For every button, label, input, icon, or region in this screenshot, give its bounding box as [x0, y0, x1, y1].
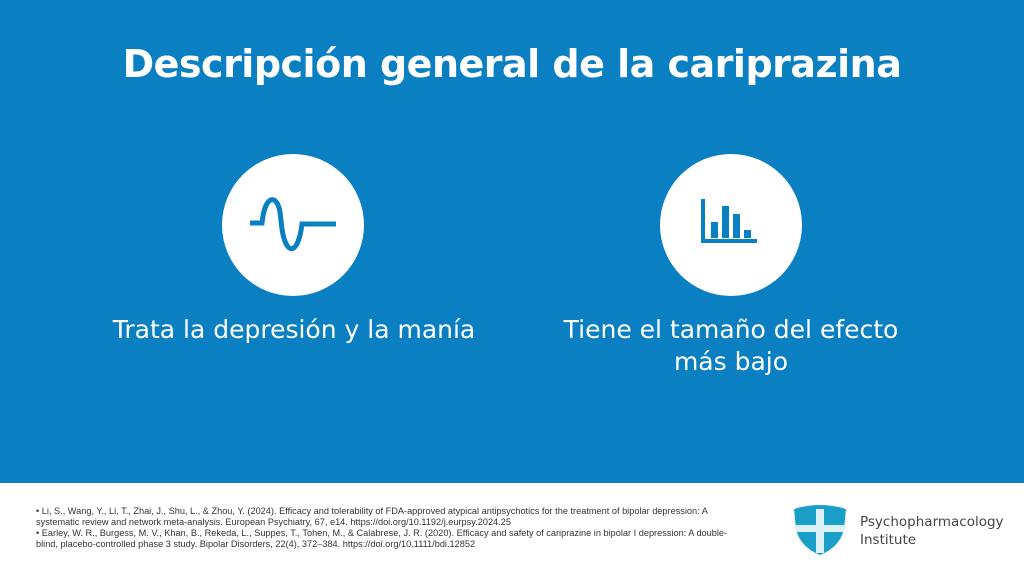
item-label: Tiene el tamaño del efecto más bajo: [563, 315, 899, 376]
logo-text: Psychopharmacology: [860, 514, 1004, 530]
icon-circle: [660, 154, 802, 296]
references: • Li, S., Wang, Y., Li, T., Zhai, J., Sh…: [36, 506, 736, 550]
wave-icon: [250, 197, 336, 252]
banner: Descripción general de la cariprazina Tr…: [0, 0, 1024, 483]
reference: • Earley, W. R., Burgess, M. V., Khan, B…: [36, 528, 728, 549]
reference: • Li, S., Wang, Y., Li, T., Zhai, J., Sh…: [36, 506, 708, 527]
logo-text: Institute: [860, 532, 917, 548]
icon-circle: [222, 154, 364, 296]
title: Descripción general de la cariprazina: [122, 42, 902, 86]
item-label: Trata la depresión y la manía: [112, 315, 476, 344]
bar-icon: [701, 199, 757, 243]
logo-mark: [794, 505, 846, 555]
